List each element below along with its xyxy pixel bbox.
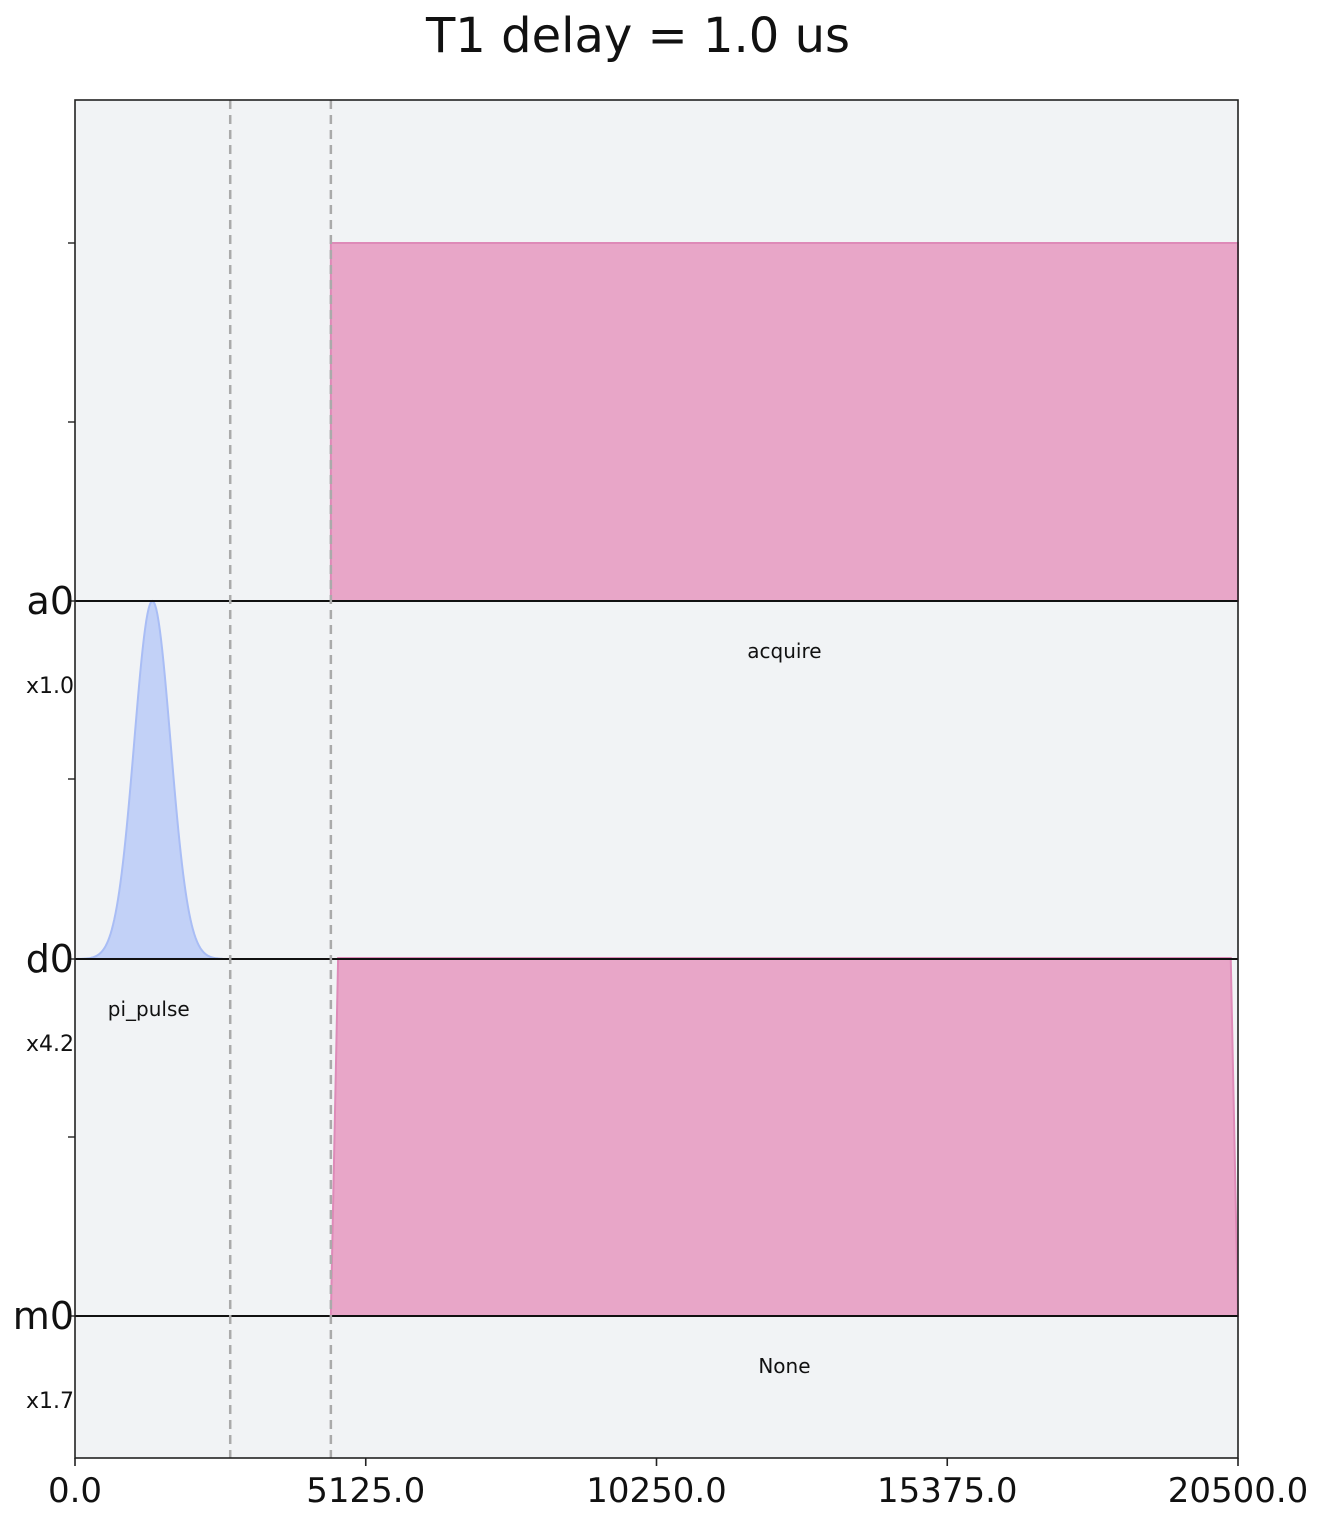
pulse-label-m0: None [758,1354,810,1378]
chart-title: T1 delay = 1.0 us [425,8,851,64]
channel-scale-d0: x4.2 [26,1032,74,1057]
x-tick-label-1: 5125.0 [306,1471,425,1511]
baselines-layer [75,600,1238,1317]
pulse-m0-none [329,957,1240,1317]
labels-layer: acquire a0 x1.0 pi_pulse d0 x4.2 None m0 x1.7 [13,579,822,1414]
pulse-label-d0: pi_pulse [108,997,190,1021]
channel-scale-a0: x1.0 [26,674,74,699]
channel-label-m0: m0 [13,1294,74,1338]
barriers-layer [228,100,333,1458]
pulse-label-a0: acquire [747,639,821,663]
y-ticks-layer [68,242,75,1317]
x-ticks-layer: 0.0 5125.0 10250.0 15375.0 20500.0 [48,1458,1308,1511]
channel-label-d0: d0 [26,937,74,981]
x-tick-label-0: 0.0 [48,1471,102,1511]
x-tick-label-2: 10250.0 [586,1471,727,1511]
pulse-d0-pi-pulse [74,599,223,960]
channel-scale-m0: x1.7 [26,1389,74,1414]
x-tick-label-4: 20500.0 [1168,1471,1309,1511]
channel-label-a0: a0 [27,579,74,623]
pulse-a0-acquire [329,242,1239,602]
x-tick-label-3: 15375.0 [877,1471,1018,1511]
